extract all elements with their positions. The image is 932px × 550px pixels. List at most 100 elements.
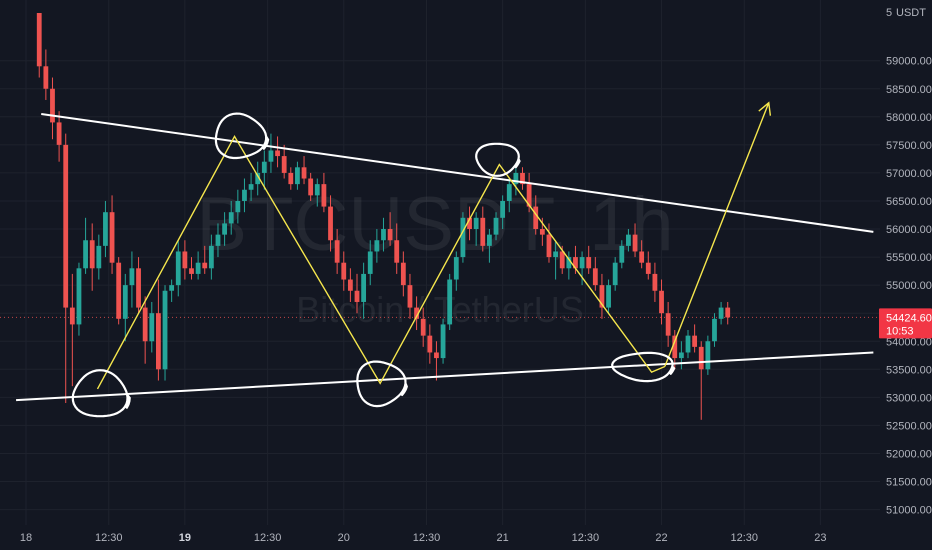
candle-body-83 <box>586 257 592 269</box>
pair-watermark: Bitcoin / TetherUS <box>296 289 583 330</box>
projection-arrow-line <box>664 102 770 367</box>
candle-body-82 <box>579 257 585 269</box>
candle-body-21 <box>175 251 181 286</box>
candle-37 <box>281 144 287 179</box>
candle-body-18 <box>156 313 161 370</box>
candle-body-54 <box>394 240 400 263</box>
candle-22 <box>182 240 188 280</box>
candle-45 <box>334 229 340 274</box>
candle-body-42 <box>314 184 320 196</box>
candle-body-75 <box>533 206 539 230</box>
candle-23 <box>189 257 194 280</box>
candle-body-71 <box>506 184 512 201</box>
currency-label: USDT <box>896 7 926 19</box>
candle-body-28 <box>222 223 227 235</box>
highlight-circle-0 <box>71 369 131 418</box>
candle-body-26 <box>208 245 214 269</box>
candle-55 <box>400 251 406 297</box>
candle-body-99 <box>692 335 698 347</box>
candle-44 <box>328 195 333 252</box>
candle-body-7 <box>83 240 88 269</box>
candle-53 <box>387 212 393 246</box>
candle-body-20 <box>169 285 175 291</box>
candle-body-49 <box>361 273 367 302</box>
time-tick-label-9: 12:30 <box>731 532 759 544</box>
zigzag-path <box>96 135 666 390</box>
candle-body-61 <box>440 324 446 359</box>
candle-body-38 <box>288 172 294 185</box>
watermark: BTCUSDT, 1h Bitcoin / TetherUS <box>196 182 673 330</box>
candle-body-60 <box>434 352 439 359</box>
price-tick-label-13: 52500.00 <box>886 420 932 432</box>
candle-57 <box>414 296 419 331</box>
candle-body-8 <box>89 240 95 269</box>
candle-36 <box>275 136 280 168</box>
candle-15 <box>136 257 141 314</box>
candle-89 <box>626 229 631 252</box>
price-tag-box <box>879 308 932 339</box>
candle-18 <box>156 279 161 381</box>
candle-body-95 <box>665 313 671 336</box>
candle-3 <box>56 111 62 162</box>
candle-body-0 <box>36 13 42 67</box>
time-tick-label-0: 18 <box>20 532 32 544</box>
price-axis-partial-label: 5 <box>886 7 892 19</box>
candle-body-35 <box>268 150 274 162</box>
candle-body-52 <box>381 229 386 241</box>
candle-85 <box>599 273 605 319</box>
price-tick-label-10: 54000.00 <box>886 336 932 348</box>
price-tick-label-14: 52000.00 <box>886 448 932 460</box>
candle-32 <box>248 172 254 201</box>
candle-body-78 <box>553 251 558 258</box>
candle-body-73 <box>520 172 525 185</box>
price-tick-label-8: 55000.00 <box>886 280 932 292</box>
candle-11 <box>109 195 115 274</box>
candle-body-89 <box>626 234 631 246</box>
candle-body-33 <box>255 172 261 185</box>
candle-body-15 <box>136 268 141 308</box>
candle-54 <box>394 223 400 274</box>
candle-88 <box>619 240 625 269</box>
candle-92 <box>645 251 651 280</box>
projection-arrow-head <box>758 101 772 116</box>
candle-body-90 <box>632 234 638 252</box>
candle-body-74 <box>526 184 532 207</box>
candle-body-10 <box>103 212 108 246</box>
candle-body-27 <box>215 234 221 246</box>
candle-body-97 <box>678 352 684 359</box>
candle-69 <box>493 212 499 241</box>
highlight-circle-1 <box>214 112 270 160</box>
price-tick-label-11: 53500.00 <box>886 364 932 376</box>
candle-body-11 <box>109 212 115 263</box>
candle-40 <box>301 156 307 185</box>
candle-body-63 <box>453 257 459 280</box>
candle-body-46 <box>341 262 347 280</box>
candle-47 <box>347 268 353 302</box>
candle-13 <box>122 273 128 342</box>
candle-1 <box>43 49 49 100</box>
candle-14 <box>129 251 135 308</box>
candle-6 <box>76 262 82 336</box>
candle-17 <box>149 301 155 353</box>
candle-46 <box>341 251 347 291</box>
time-axis[interactable]: 18 12:30 19 12:30 20 12:30 21 12:30 22 12:30 23 <box>20 532 827 544</box>
candle-78 <box>553 240 558 280</box>
candle-82 <box>579 251 585 286</box>
candle-body-72 <box>513 172 519 185</box>
candle-body-77 <box>546 234 552 258</box>
price-tick-label-3: 57500.00 <box>886 140 932 152</box>
candle-body-5 <box>69 307 75 325</box>
candle-body-51 <box>374 240 380 252</box>
candle-100 <box>698 341 704 420</box>
candle-26 <box>208 234 214 280</box>
price-tick-label-2: 58000.00 <box>886 112 932 124</box>
candle-body-80 <box>566 257 572 269</box>
candle-94 <box>659 279 664 325</box>
candle-30 <box>235 189 241 224</box>
candle-21 <box>175 240 181 297</box>
time-tick-label-6: 21 <box>497 532 509 544</box>
candle-body-4 <box>63 144 69 308</box>
candle-body-45 <box>334 240 340 263</box>
